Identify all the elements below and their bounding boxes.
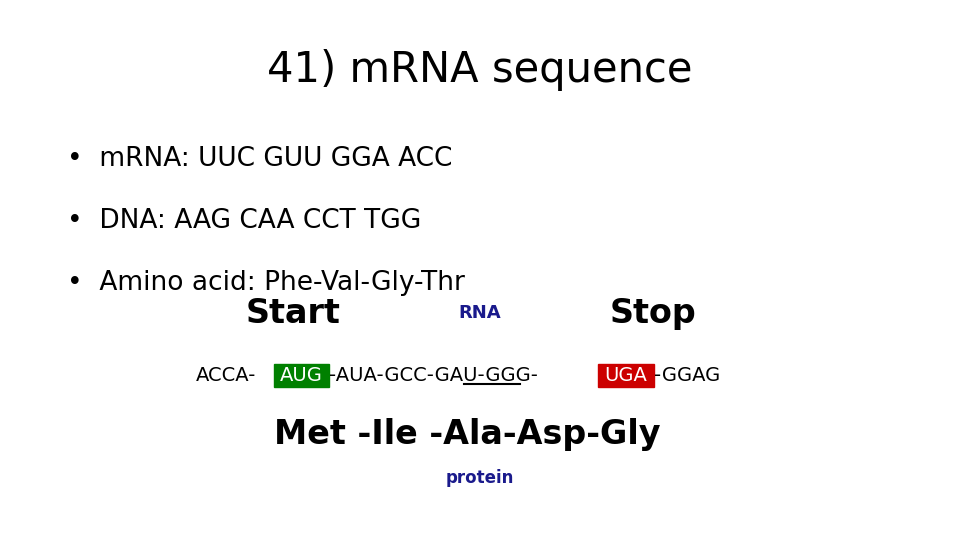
Text: RNA: RNA	[459, 304, 501, 322]
Text: 41) mRNA sequence: 41) mRNA sequence	[267, 49, 693, 91]
Text: Start: Start	[246, 296, 340, 330]
Text: •  Amino acid: Phe-Val-Gly-Thr: • Amino acid: Phe-Val-Gly-Thr	[67, 270, 465, 296]
Text: UGA: UGA	[605, 366, 648, 385]
Text: AUG: AUG	[280, 366, 323, 385]
FancyBboxPatch shape	[274, 364, 329, 387]
Text: •  DNA: AAG CAA CCT TGG: • DNA: AAG CAA CCT TGG	[67, 208, 421, 234]
Text: -AUA-GCC-GAU-GGG-: -AUA-GCC-GAU-GGG-	[329, 366, 538, 385]
Text: protein: protein	[445, 469, 515, 487]
Text: Stop: Stop	[610, 296, 696, 330]
Text: ACCA-: ACCA-	[196, 366, 256, 385]
Text: -GGAG: -GGAG	[654, 366, 720, 385]
Text: Met -Ile -Ala-Asp-Gly: Met -Ile -Ala-Asp-Gly	[275, 418, 660, 451]
Text: •  mRNA: UUC GUU GGA ACC: • mRNA: UUC GUU GGA ACC	[67, 146, 452, 172]
FancyBboxPatch shape	[598, 364, 654, 387]
